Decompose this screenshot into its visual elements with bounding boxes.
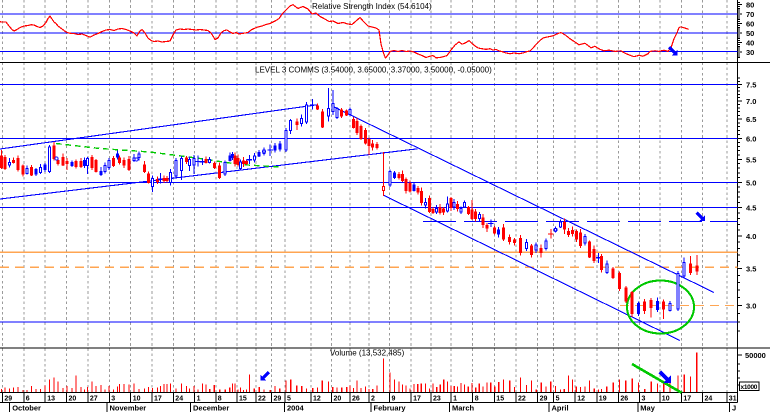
svg-text:6: 6: [26, 395, 30, 402]
svg-text:December: December: [193, 403, 229, 412]
svg-text:3.0: 3.0: [746, 302, 756, 311]
svg-text:50: 50: [746, 29, 754, 38]
svg-text:October: October: [12, 403, 41, 412]
svg-text:29: 29: [540, 395, 548, 402]
svg-text:7.5: 7.5: [746, 81, 756, 90]
svg-text:8: 8: [218, 395, 222, 402]
svg-text:29: 29: [274, 395, 282, 402]
svg-text:2004: 2004: [287, 403, 305, 412]
svg-text:8: 8: [475, 395, 479, 402]
svg-text:4.0: 4.0: [746, 232, 756, 241]
svg-text:J: J: [732, 403, 736, 412]
svg-text:April: April: [552, 403, 569, 412]
svg-text:x1000: x1000: [741, 384, 758, 391]
svg-text:31: 31: [729, 395, 737, 402]
svg-text:22: 22: [258, 395, 266, 402]
svg-text:60: 60: [746, 20, 754, 29]
svg-text:10: 10: [662, 395, 670, 402]
svg-text:17: 17: [154, 395, 162, 402]
svg-text:5.5: 5.5: [746, 155, 756, 164]
svg-text:23: 23: [433, 395, 441, 402]
svg-text:3: 3: [111, 395, 115, 402]
svg-text:May: May: [640, 403, 655, 412]
svg-text:13: 13: [47, 395, 55, 402]
svg-text:12: 12: [577, 395, 585, 402]
svg-text:3.5: 3.5: [746, 264, 756, 273]
svg-text:50000: 50000: [745, 351, 766, 360]
svg-text:17: 17: [683, 395, 691, 402]
svg-text:7.0: 7.0: [746, 97, 756, 106]
svg-text:27: 27: [90, 395, 98, 402]
svg-text:5.0: 5.0: [746, 178, 756, 187]
svg-text:26: 26: [352, 395, 360, 402]
svg-text:6.5: 6.5: [746, 115, 756, 124]
svg-text:Volume (13,532,485): Volume (13,532,485): [330, 349, 405, 358]
svg-text:30: 30: [746, 48, 754, 57]
svg-text:12: 12: [313, 395, 321, 402]
svg-text:15: 15: [496, 395, 504, 402]
svg-text:1: 1: [197, 395, 201, 402]
svg-text:LEVEL 3 COMMS (3.54000, 3.6500: LEVEL 3 COMMS (3.54000, 3.65000, 3.37000…: [255, 66, 492, 75]
svg-text:1: 1: [453, 395, 457, 402]
svg-text:March: March: [452, 403, 475, 412]
svg-text:4.5: 4.5: [746, 204, 756, 213]
svg-text:9: 9: [392, 395, 396, 402]
svg-text:26: 26: [620, 395, 628, 402]
svg-text:80: 80: [746, 1, 754, 10]
svg-text:Relative Strength Index (54.61: Relative Strength Index (54.6104): [312, 2, 432, 11]
svg-text:22: 22: [518, 395, 526, 402]
svg-text:6.0: 6.0: [746, 134, 756, 143]
svg-text:3: 3: [642, 395, 646, 402]
svg-text:November: November: [110, 403, 147, 412]
svg-text:17: 17: [413, 395, 421, 402]
svg-text:15: 15: [239, 395, 247, 402]
svg-text:70: 70: [746, 10, 754, 19]
svg-text:10: 10: [133, 395, 141, 402]
svg-text:February: February: [374, 403, 407, 412]
svg-text:24: 24: [175, 395, 183, 402]
svg-text:29: 29: [4, 395, 12, 402]
svg-text:5: 5: [287, 395, 291, 402]
svg-text:24: 24: [705, 395, 713, 402]
svg-text:40: 40: [746, 39, 754, 48]
svg-text:19: 19: [599, 395, 607, 402]
svg-text:20: 20: [334, 395, 342, 402]
svg-text:2: 2: [371, 395, 375, 402]
svg-text:5: 5: [556, 395, 560, 402]
svg-text:20: 20: [69, 395, 77, 402]
